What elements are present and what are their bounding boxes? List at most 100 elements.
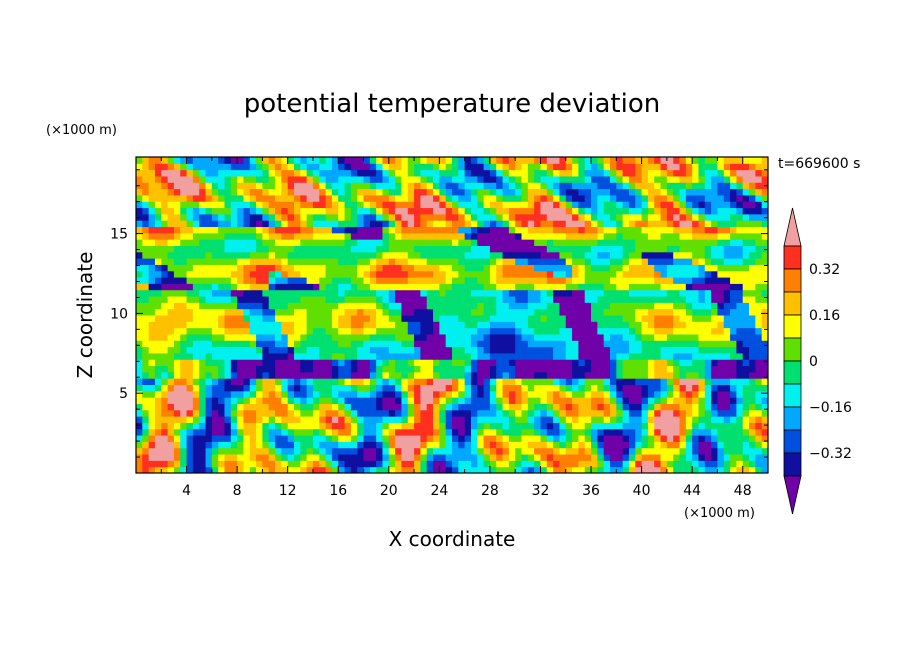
heatmap-cell	[344, 466, 352, 473]
heatmap-cell	[199, 460, 207, 468]
heatmap-cell	[142, 321, 150, 329]
heatmap-cell	[635, 378, 643, 386]
heatmap-cell	[685, 340, 693, 348]
heatmap-cell	[692, 220, 699, 228]
heatmap-cell	[363, 157, 371, 164]
heatmap-cell	[230, 207, 238, 215]
heatmap-cell	[420, 270, 428, 278]
heatmap-cell	[692, 245, 699, 253]
heatmap-cell	[496, 270, 504, 278]
heatmap-cell	[369, 182, 377, 190]
heatmap-cell	[742, 251, 750, 259]
heatmap-cell	[294, 390, 301, 398]
heatmap-cell	[749, 207, 756, 215]
heatmap-cell	[407, 460, 415, 468]
heatmap-cell	[704, 359, 712, 367]
heatmap-cell	[344, 346, 352, 354]
heatmap-cell	[458, 169, 466, 177]
heatmap-cell	[527, 378, 535, 386]
heatmap-cell	[717, 422, 725, 430]
heatmap-cell	[369, 251, 377, 259]
heatmap-cell	[717, 428, 725, 436]
heatmap-cell	[173, 289, 181, 297]
heatmap-cell	[540, 409, 548, 417]
heatmap-cell	[395, 384, 402, 392]
heatmap-cell	[192, 321, 200, 329]
heatmap-cell	[407, 441, 415, 449]
heatmap-cell	[369, 175, 377, 183]
heatmap-cell	[154, 245, 162, 253]
heatmap-cell	[325, 327, 333, 335]
heatmap-cell	[312, 359, 320, 367]
heatmap-cell	[426, 201, 434, 209]
heatmap-cell	[325, 226, 333, 234]
heatmap-cell	[578, 169, 586, 177]
heatmap-cell	[540, 390, 548, 398]
heatmap-cell	[281, 352, 289, 360]
heatmap-cell	[167, 302, 175, 310]
heatmap-cell	[730, 163, 737, 171]
heatmap-cell	[136, 466, 143, 473]
heatmap-cell	[654, 194, 662, 202]
heatmap-cell	[237, 315, 244, 322]
heatmap-cell	[553, 428, 560, 436]
heatmap-cell	[211, 409, 219, 417]
heatmap-cell	[559, 403, 567, 411]
heatmap-cell	[414, 201, 421, 209]
heatmap-cell	[521, 289, 529, 297]
heatmap-cell	[692, 321, 699, 329]
heatmap-cell	[300, 175, 308, 183]
heatmap-cell	[249, 220, 257, 228]
heatmap-cell	[136, 333, 143, 341]
heatmap-cell	[294, 175, 301, 183]
heatmap-cell	[717, 466, 725, 473]
heatmap-cell	[673, 428, 681, 436]
heatmap-cell	[591, 416, 598, 423]
heatmap-cell	[167, 283, 175, 291]
heatmap-cell	[654, 428, 662, 436]
heatmap-cell	[426, 346, 434, 354]
heatmap-cell	[173, 245, 181, 253]
heatmap-cell	[572, 422, 579, 430]
heatmap-cell	[540, 308, 548, 316]
heatmap-cell	[407, 175, 415, 183]
heatmap-cell	[382, 157, 390, 164]
heatmap-cell	[230, 182, 238, 190]
heatmap-cell	[673, 239, 681, 246]
heatmap-cell	[338, 333, 346, 341]
heatmap-cell	[420, 194, 428, 202]
heatmap-cell	[331, 441, 339, 449]
heatmap-cell	[344, 327, 352, 335]
heatmap-cell	[205, 327, 213, 335]
heatmap-cell	[534, 441, 541, 449]
heatmap-cell	[218, 182, 225, 190]
heatmap-cell	[546, 201, 554, 209]
heatmap-cell	[534, 226, 541, 234]
heatmap-cell	[167, 258, 175, 265]
heatmap-cell	[363, 251, 371, 259]
heatmap-cell	[205, 409, 213, 417]
heatmap-cell	[142, 308, 150, 316]
heatmap-cell	[357, 270, 365, 278]
heatmap-cell	[445, 441, 453, 449]
heatmap-cell	[281, 397, 289, 404]
heatmap-cell	[540, 277, 548, 284]
heatmap-cell	[496, 163, 504, 171]
heatmap-cell	[546, 447, 554, 455]
heatmap-cell	[186, 308, 194, 316]
heatmap-cell	[654, 315, 662, 322]
heatmap-cell	[534, 454, 541, 461]
heatmap-cell	[534, 283, 541, 291]
heatmap-cell	[407, 378, 415, 386]
heatmap-cell	[711, 447, 718, 455]
heatmap-cell	[224, 220, 232, 228]
heatmap-cell	[256, 466, 263, 473]
heatmap-cell	[136, 258, 143, 265]
heatmap-cell	[344, 365, 352, 373]
heatmap-cell	[685, 251, 693, 259]
heatmap-cell	[306, 188, 314, 196]
heatmap-cell	[628, 277, 636, 284]
heatmap-cell	[161, 435, 169, 442]
heatmap-cell	[224, 207, 232, 215]
heatmap-cell	[641, 416, 649, 423]
